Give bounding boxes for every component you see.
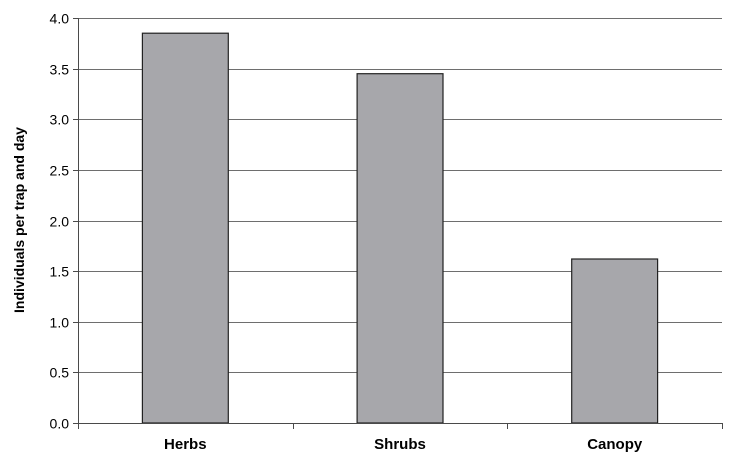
y-tick-label: 1.5 xyxy=(50,264,70,280)
y-axis-label: Individuals per trap and day xyxy=(11,127,27,313)
x-tick-label: Herbs xyxy=(164,436,207,453)
x-tick-label: Canopy xyxy=(587,436,643,453)
y-tick-label: 0.5 xyxy=(50,365,70,381)
y-tick-label: 4.0 xyxy=(50,11,70,27)
y-tick-label: 0.0 xyxy=(50,416,70,432)
y-tick-label: 1.0 xyxy=(50,315,70,331)
bar-canopy xyxy=(571,258,659,424)
x-tick-label: Shrubs xyxy=(374,436,426,453)
bar-herbs xyxy=(141,32,229,424)
y-tick-label: 2.5 xyxy=(50,163,70,179)
axes xyxy=(73,18,723,429)
y-tick-label: 2.0 xyxy=(50,214,70,230)
bars xyxy=(141,32,659,424)
bar-shrubs xyxy=(356,73,444,424)
y-tick-label: 3.0 xyxy=(50,112,70,128)
y-tick-labels: 0.0 0.5 1.0 1.5 2.0 2.5 3.0 3.5 4.0 xyxy=(50,11,70,432)
y-tick-label: 3.5 xyxy=(50,62,70,78)
x-tick-labels: Herbs Shrubs Canopy xyxy=(164,436,643,453)
